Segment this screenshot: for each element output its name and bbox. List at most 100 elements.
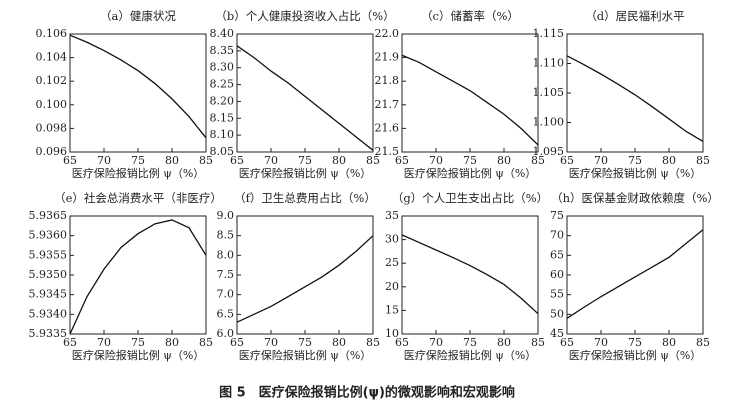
y-tick-label: 20 xyxy=(385,280,399,293)
data-line xyxy=(401,234,539,315)
y-tick-label: 7.0 xyxy=(217,288,235,301)
y-tick-label: 0.104 xyxy=(36,51,68,64)
x-tick-label: 80 xyxy=(332,154,346,167)
y-tick-label: 8.25 xyxy=(210,78,235,91)
x-axis-label: 医疗保险报销比例 ψ（%） xyxy=(239,348,372,362)
y-tick-label: 8.15 xyxy=(210,111,235,124)
y-tick-label: 5.9345 xyxy=(29,288,68,301)
x-tick-label: 75 xyxy=(298,154,312,167)
panel-title: （g）个人卫生支出占比（%） xyxy=(392,191,548,205)
y-tick-label: 21.6 xyxy=(375,121,400,134)
y-tick-label: 1.115 xyxy=(533,27,565,40)
y-tick-label: 8.30 xyxy=(210,61,235,74)
y-tick-label: 0.106 xyxy=(36,27,68,40)
x-tick-label: 80 xyxy=(497,336,511,349)
y-tick-label: 0.096 xyxy=(36,145,68,158)
plot-frame xyxy=(401,215,539,335)
panel-title: （b）个人健康投资收入占比（%） xyxy=(215,9,394,23)
y-tick-label: 45 xyxy=(550,327,564,340)
y-tick-label: 21.8 xyxy=(375,74,400,87)
y-tick-label: 1.110 xyxy=(533,57,565,70)
x-tick-label: 80 xyxy=(165,154,179,167)
x-tick-label: 85 xyxy=(366,154,380,167)
x-tick-label: 70 xyxy=(594,336,608,349)
y-tick-label: 21.5 xyxy=(375,145,400,158)
data-line xyxy=(566,55,704,142)
y-tick-label: 8.5 xyxy=(217,229,235,242)
y-tick-label: 50 xyxy=(550,307,564,320)
plot-frame xyxy=(566,215,704,335)
x-tick-label: 65 xyxy=(560,336,574,349)
x-tick-label: 80 xyxy=(497,154,511,167)
data-line xyxy=(236,235,374,323)
x-tick-label: 65 xyxy=(395,154,409,167)
y-tick-label: 6.5 xyxy=(217,307,235,320)
y-tick-label: 70 xyxy=(550,229,564,242)
x-tick-label: 65 xyxy=(63,336,77,349)
x-tick-label: 85 xyxy=(531,336,545,349)
plot-frame xyxy=(69,33,207,153)
x-tick-label: 65 xyxy=(63,154,77,167)
y-tick-label: 21.7 xyxy=(375,98,400,111)
x-tick-label: 65 xyxy=(560,154,574,167)
data-line xyxy=(69,34,207,139)
panel-title: （f）卫生总费用占比（%） xyxy=(234,191,376,205)
data-line xyxy=(69,219,207,335)
y-tick-label: 21.9 xyxy=(375,51,400,64)
x-tick-label: 85 xyxy=(696,154,710,167)
y-tick-label: 0.098 xyxy=(36,121,68,134)
y-tick-label: 75 xyxy=(550,209,564,222)
y-tick-label: 8.40 xyxy=(210,27,235,40)
x-tick-label: 75 xyxy=(131,336,145,349)
x-tick-label: 65 xyxy=(230,154,244,167)
x-axis-label: 医疗保险报销比例 ψ（%） xyxy=(404,348,537,362)
y-tick-label: 5.9350 xyxy=(29,268,68,281)
x-tick-label: 70 xyxy=(429,154,443,167)
x-tick-label: 65 xyxy=(230,336,244,349)
y-tick-label: 8.20 xyxy=(210,94,235,107)
plot-frame xyxy=(236,215,374,335)
y-tick-label: 1.105 xyxy=(533,86,565,99)
y-tick-label: 7.5 xyxy=(217,268,235,281)
y-tick-label: 55 xyxy=(550,288,564,301)
x-axis-label: 医疗保险报销比例 ψ（%） xyxy=(569,348,702,362)
x-axis-label: 医疗保险报销比例 ψ（%） xyxy=(239,166,372,180)
x-tick-label: 75 xyxy=(298,336,312,349)
data-line xyxy=(236,45,374,151)
x-tick-label: 70 xyxy=(97,336,111,349)
x-tick-label: 70 xyxy=(429,336,443,349)
y-tick-label: 0.102 xyxy=(36,74,68,87)
y-tick-label: 5.9340 xyxy=(29,307,68,320)
x-axis-label: 医疗保险报销比例 ψ（%） xyxy=(404,166,537,180)
x-tick-label: 70 xyxy=(594,154,608,167)
y-tick-label: 35 xyxy=(385,209,399,222)
y-tick-label: 0.100 xyxy=(36,98,68,111)
y-tick-label: 22.0 xyxy=(375,27,400,40)
x-tick-label: 75 xyxy=(463,154,477,167)
panel-title: （d）居民福利水平 xyxy=(585,9,684,23)
panel-title: （a）健康状况 xyxy=(100,9,176,23)
x-axis-label: 医疗保险报销比例 ψ（%） xyxy=(569,166,702,180)
x-axis-label: 医疗保险报销比例 ψ（%） xyxy=(72,348,205,362)
y-tick-label: 9.0 xyxy=(217,209,235,222)
x-tick-label: 80 xyxy=(332,336,346,349)
x-tick-label: 70 xyxy=(97,154,111,167)
x-tick-label: 70 xyxy=(264,154,278,167)
data-line xyxy=(401,54,539,146)
figure-caption: 图 5 医疗保险报销比例(ψ)的微观影响和宏观影响 xyxy=(219,385,515,401)
y-tick-label: 5.9335 xyxy=(29,327,68,340)
y-tick-label: 5.9365 xyxy=(29,209,68,222)
y-tick-label: 8.10 xyxy=(210,128,235,141)
x-tick-label: 75 xyxy=(628,336,642,349)
y-tick-label: 65 xyxy=(550,248,564,261)
y-tick-label: 60 xyxy=(550,268,564,281)
x-tick-label: 80 xyxy=(165,336,179,349)
x-tick-label: 85 xyxy=(199,154,213,167)
y-tick-label: 8.35 xyxy=(210,44,235,57)
x-tick-label: 85 xyxy=(696,336,710,349)
panel-title: （c）储蓄率（%） xyxy=(421,9,519,23)
y-tick-label: 6.0 xyxy=(217,327,235,340)
x-tick-label: 85 xyxy=(366,336,380,349)
y-tick-label: 25 xyxy=(385,256,399,269)
